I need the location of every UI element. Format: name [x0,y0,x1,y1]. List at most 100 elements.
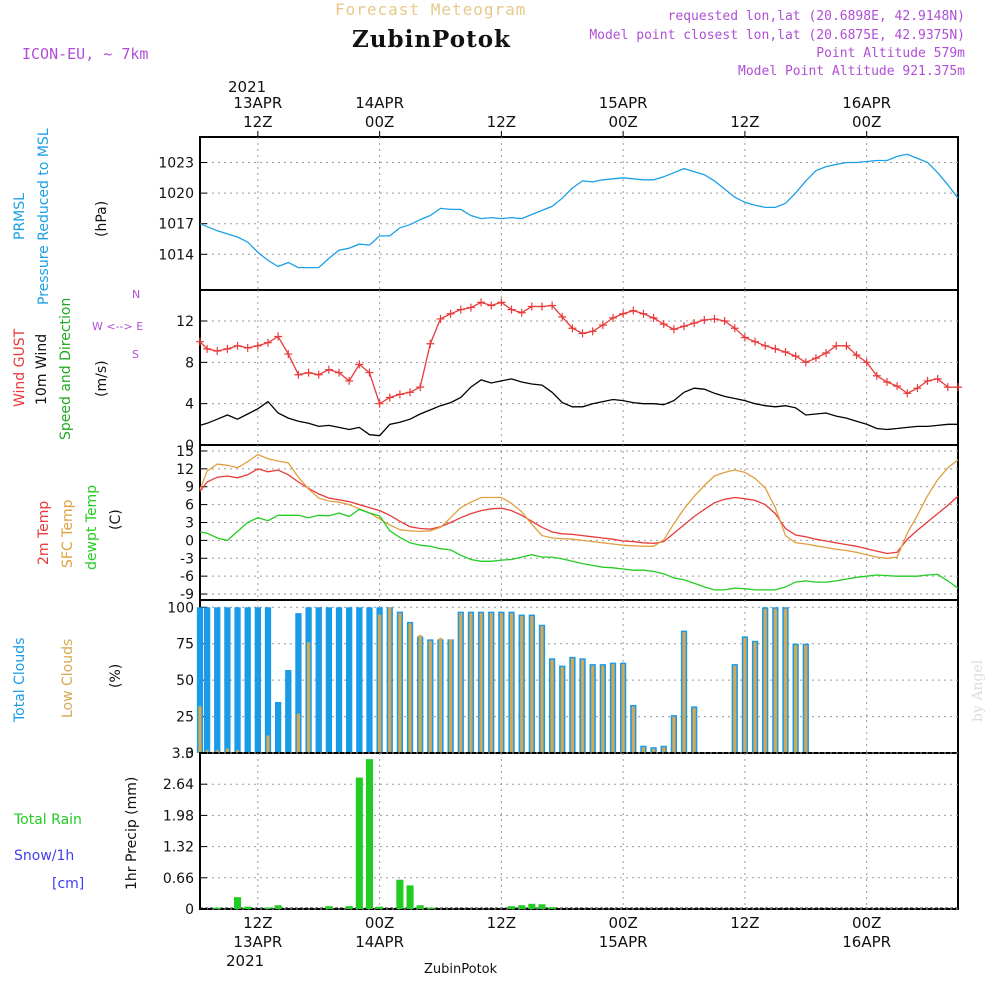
series-line-wind-gust [199,301,958,405]
gust-marker [466,303,475,312]
temp-label-dewpt: dewpt Temp [84,485,100,570]
total-cloud-bar [224,607,231,753]
temp-ytick-label: -3 [180,551,194,567]
wind-compass: W <--> E [92,320,143,333]
gust-marker [263,338,272,347]
gust-marker [933,374,942,383]
clouds-ytick-label: 100 [167,600,194,616]
series-line-10m-wind [199,378,958,437]
rain-bar [396,879,404,909]
low-cloud-bar [682,632,686,753]
low-cloud-bar [743,637,747,753]
low-cloud-bar [601,665,605,753]
model-altitude: Model Point Altitude 921.375m [738,64,965,79]
total-cloud-bar [346,607,353,753]
low-cloud-bar [520,616,524,753]
total-cloud-bar [285,669,292,753]
temp-panel: -9 -6 -3 03 6 9 12 15 [176,444,959,603]
rain-bar [528,903,536,909]
low-cloud-bar [783,608,788,753]
temp-ytick-label: 9 [185,480,194,496]
gust-marker [751,337,760,346]
clouds-panel: 0 25 50 75 100 [167,599,959,762]
low-cloud-bar [499,613,503,753]
clouds-ytick-label: 50 [176,673,194,689]
temp-ytick-label: 3 [185,516,194,532]
rain-bar [406,885,414,909]
closest-point: Model point closest lon,lat (20.6875E, 4… [589,28,965,43]
gust-marker [395,390,404,399]
temp-ytick-label: -9 [180,587,194,603]
gust-marker [659,320,668,329]
total-cloud-bar [254,607,261,753]
gust-marker [771,344,780,353]
gust-marker [375,399,384,408]
gust-marker [477,298,486,307]
wind-label-dir: Speed and Direction [58,298,74,440]
gust-marker [882,377,891,386]
cloud-unit: (%) [108,664,124,688]
cloud-label-total: Total Clouds [12,638,28,723]
gust-marker [365,368,374,377]
total-cloud-bar [274,702,282,753]
rain-bar [376,906,384,909]
wind-frame [199,289,959,446]
total-cloud-bar [366,607,373,753]
cloud-label-low: Low Clouds [60,639,76,718]
low-cloud-bar [438,637,443,753]
low-cloud-bar [469,613,473,753]
low-cloud-bar [794,645,798,753]
clouds-ytick-label: 25 [176,710,194,726]
gust-marker [791,352,800,361]
precip-panel: 0 0.66 1.32 1.98 2.64 3.3 [163,746,959,918]
low-cloud-bar [672,716,676,753]
gust-marker [801,358,810,367]
low-cloud-bar [388,607,392,753]
temp-ytick-label: 0 [185,533,194,549]
precip-ytick-label: 2.64 [163,777,194,793]
low-cloud-bar [763,608,767,753]
pressure-panel: 1014 1017 1020 1023 [158,136,959,291]
gust-marker [223,344,232,353]
low-cloud-bar [225,748,229,753]
station-name: ZubinPotok [352,26,511,53]
wind-label-10m: 10m Wind [34,334,50,405]
point-altitude: Point Altitude 579m [816,46,965,61]
wind-unit: (m/s) [94,360,110,397]
gust-marker [446,309,455,318]
gust-marker [740,333,749,342]
low-cloud-bar [652,748,656,753]
gust-marker [345,376,354,385]
low-cloud-bar [489,613,493,753]
low-cloud-bar [580,659,585,753]
low-cloud-bar [662,747,666,753]
pressure-ytick-label: 1023 [158,156,194,172]
gust-marker [669,325,678,334]
rain-bar [274,905,282,909]
series-line-2m-temp [199,468,959,555]
gust-marker [203,344,212,353]
gust-marker [690,319,699,328]
wind-compass-s: S [132,348,139,361]
low-cloud-bar [378,614,382,753]
gust-marker [284,350,293,359]
gust-marker [568,324,577,333]
gust-marker [487,301,496,310]
clouds-ytick-label: 0 [185,746,194,762]
gust-marker [811,354,820,363]
gust-marker [497,298,506,307]
low-cloud-bar [733,665,737,753]
rain-bar [365,759,374,909]
low-cloud-bar [621,664,625,753]
total-cloud-bar [196,607,204,753]
top-hour-label: 12Z [243,113,272,131]
rain-bar [507,906,516,909]
rain-bar [244,906,252,909]
bottom-date-label: 13APR [233,933,282,951]
gust-marker [406,388,415,397]
bottom-year: 2021 [226,952,264,970]
gust-marker [943,383,952,392]
low-cloud-bar [773,608,777,753]
wind-panel: 0 4 8 12 [176,289,962,454]
